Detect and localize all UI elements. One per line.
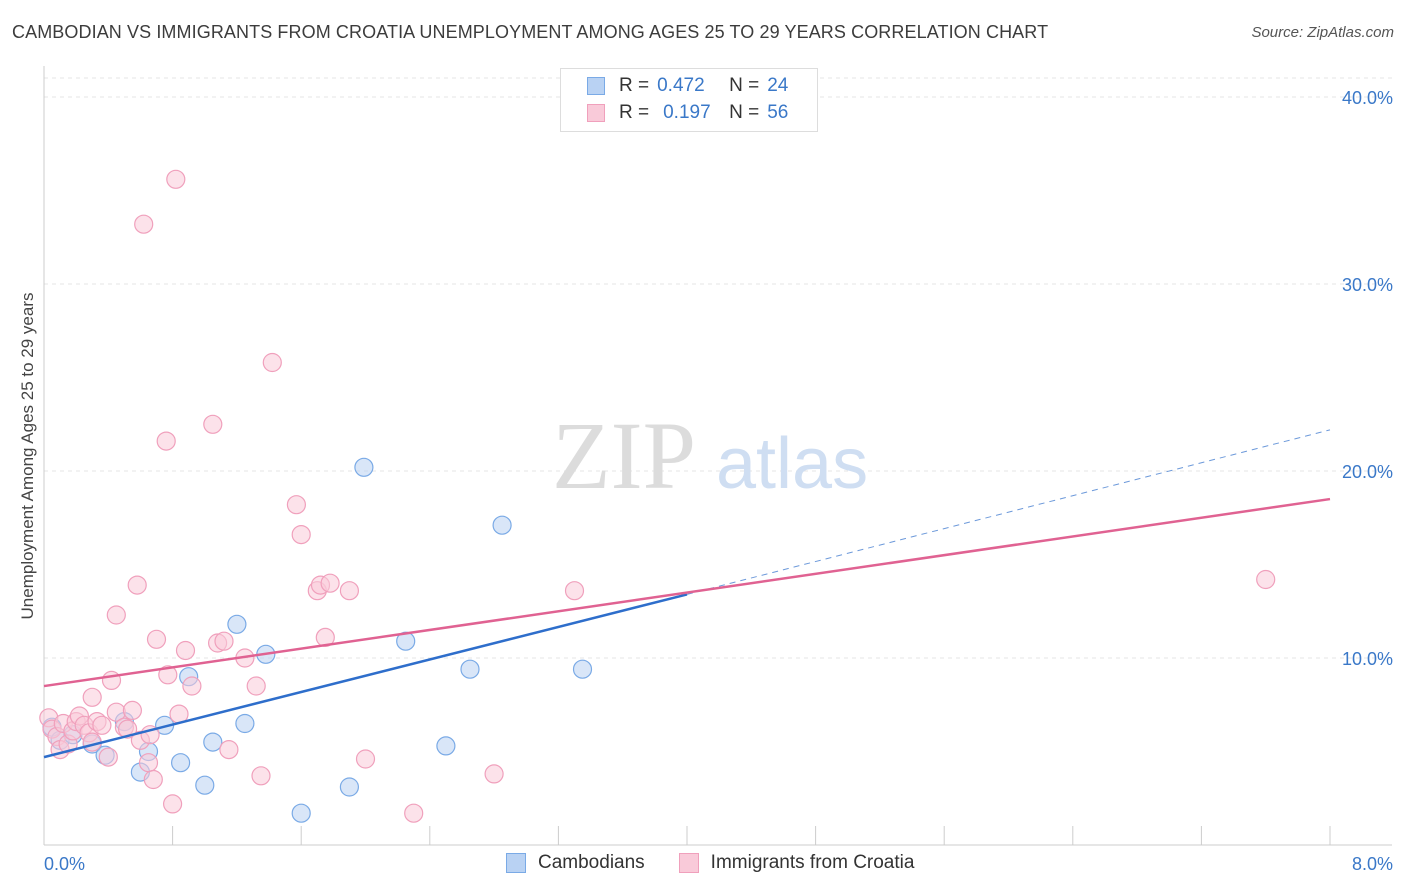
point-croatia (339, 581, 359, 601)
watermark-atlas: atlas (716, 424, 868, 504)
point-croatia (246, 676, 266, 696)
point-cambodians (291, 803, 311, 823)
tick-labels: 10.0% 20.0% 30.0% 40.0% 0.0% 8.0% (44, 88, 1393, 874)
point-croatia (251, 766, 271, 786)
point-croatia (82, 687, 102, 707)
point-croatia (122, 700, 142, 721)
y-tick-label: 30.0% (1342, 275, 1393, 295)
correlation-legend: R = 0.472 N = 24 R = 0.197 N = 56 (560, 68, 818, 132)
point-croatia (404, 803, 424, 823)
point-croatia (106, 605, 126, 625)
trend-extension-cambodians (686, 429, 1331, 595)
point-croatia (158, 665, 178, 685)
point-cambodians (436, 736, 456, 756)
point-croatia (175, 640, 196, 661)
x-tick-label-min: 0.0% (44, 854, 85, 874)
point-cambodians (572, 659, 593, 679)
chart-title: CAMBODIAN VS IMMIGRANTS FROM CROATIA UNE… (12, 22, 1049, 42)
gridlines (44, 77, 1392, 659)
point-croatia (262, 352, 282, 373)
point-cambodians (227, 614, 247, 634)
point-croatia (134, 214, 154, 234)
point-croatia (1256, 569, 1276, 590)
point-croatia (156, 431, 176, 451)
point-croatia (92, 715, 112, 735)
legend-label-cambodians: Cambodians (538, 852, 645, 873)
point-croatia (98, 747, 118, 767)
legend-swatch-cambodians (506, 853, 526, 873)
point-croatia (138, 753, 159, 773)
trend-line-croatia (43, 497, 1331, 688)
point-croatia (219, 739, 239, 760)
watermark-zip: ZIP (552, 402, 696, 509)
legend-label-croatia: Immigrants from Croatia (710, 852, 915, 873)
trend-line-cambodians (43, 593, 688, 759)
point-croatia (143, 769, 163, 790)
x-tick-label-max: 8.0% (1352, 854, 1393, 874)
legend-row-croatia: R = 0.197 N = 56 (587, 100, 788, 126)
legend-swatch-croatia (587, 104, 605, 122)
data-points (39, 169, 1276, 823)
point-croatia (182, 676, 202, 696)
legend-r-label: R = (619, 75, 650, 96)
legend-r-value: 0.472 (657, 75, 705, 96)
point-croatia (484, 764, 504, 784)
legend-item-croatia: Immigrants from Croatia (678, 852, 915, 874)
point-cambodians (235, 713, 255, 734)
legend-swatch-cambodians (587, 77, 605, 95)
point-croatia (127, 575, 147, 595)
point-croatia (291, 524, 311, 545)
point-cambodians (354, 457, 374, 477)
legend-swatch-croatia (678, 853, 699, 873)
point-croatia (163, 794, 183, 814)
point-croatia (286, 495, 306, 515)
point-croatia (320, 573, 340, 593)
point-cambodians (460, 659, 480, 679)
legend-r-value: 0.197 (663, 102, 711, 123)
legend-row-cambodians: R = 0.472 N = 24 (587, 73, 788, 99)
point-croatia (203, 414, 223, 434)
point-cambodians (203, 732, 223, 752)
legend-item-cambodians: Cambodians (506, 852, 645, 874)
point-cambodians (171, 753, 191, 773)
watermark: ZIP atlas (552, 402, 868, 509)
source-label: Source: ZipAtlas.com (1251, 24, 1394, 41)
point-croatia (214, 631, 234, 651)
trend-lines (43, 429, 1331, 759)
legend-n-value: 56 (767, 102, 789, 123)
y-tick-label: 40.0% (1342, 88, 1393, 108)
point-cambodians (195, 775, 215, 795)
legend-r-label: R = (619, 102, 650, 123)
point-croatia (146, 629, 167, 649)
point-cambodians (492, 515, 512, 535)
legend-n-label: N = (729, 102, 760, 123)
point-cambodians (339, 777, 359, 797)
series-legend: Cambodians Immigrants from Croatia (506, 852, 948, 874)
point-croatia (564, 581, 585, 601)
y-tick-label: 20.0% (1342, 462, 1393, 482)
point-croatia (355, 749, 376, 769)
legend-n-label: N = (729, 75, 760, 96)
point-croatia (166, 169, 186, 189)
legend-n-value: 24 (767, 75, 789, 96)
y-tick-label: 10.0% (1342, 649, 1393, 669)
